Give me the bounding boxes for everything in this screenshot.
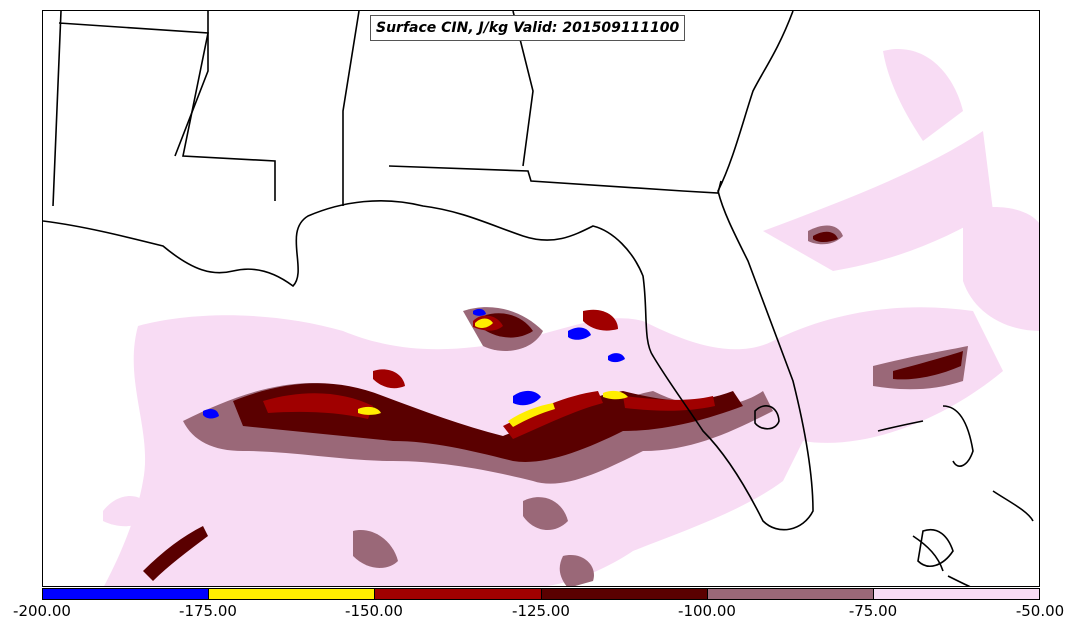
colorbar-tick-label: -200.00 — [13, 602, 71, 620]
gulf-coastline — [43, 11, 814, 531]
colorbar-segment — [208, 589, 375, 599]
colorbar-tick-label: -75.00 — [848, 602, 898, 620]
colorbar-tick-label: -150.00 — [345, 602, 403, 620]
bahamas-outline — [877, 405, 1034, 586]
cin-field-blue — [203, 308, 625, 419]
colorbar-tick-label: -50.00 — [1015, 602, 1065, 620]
geographic-outlines — [43, 11, 1034, 586]
colorbar-tick-label: -100.00 — [678, 602, 736, 620]
colorbar-segment — [374, 589, 541, 599]
map-title: Surface CIN, J/kg Valid: 201509111100 — [370, 15, 686, 41]
cin-field-yellow — [358, 318, 628, 427]
colorbar — [42, 588, 1040, 600]
cuba-outline — [917, 529, 954, 567]
cin-field-light — [103, 49, 1039, 586]
lake-okeechobee — [754, 405, 780, 430]
map-panel — [42, 10, 1040, 587]
florida-panhandle-border — [388, 165, 722, 194]
colorbar-tick-label: -125.00 — [512, 602, 570, 620]
mississippi-state-border — [52, 11, 276, 207]
colorbar-segment — [872, 589, 1040, 599]
map-canvas — [43, 11, 1039, 586]
alabama-georgia-border — [342, 11, 360, 206]
colorbar-tick-label: -175.00 — [179, 602, 237, 620]
alabama-state-border — [174, 11, 209, 157]
colorbar-segment — [706, 589, 873, 599]
colorbar-segment — [43, 589, 209, 599]
colorbar-segment — [540, 589, 707, 599]
